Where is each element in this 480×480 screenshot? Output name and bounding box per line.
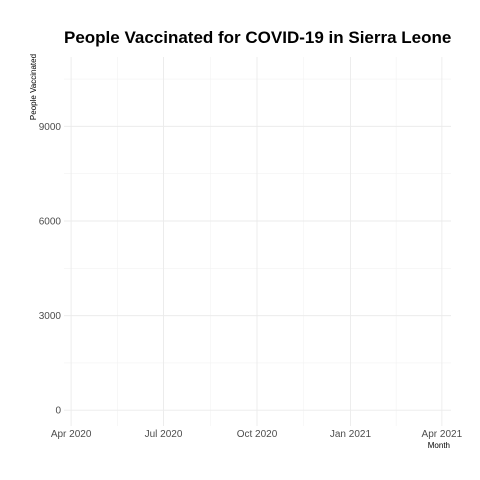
y-axis-label: People Vaccinated [29, 54, 38, 120]
chart-title: People Vaccinated for COVID-19 in Sierra… [64, 28, 451, 47]
tick-layer: Apr 2020 Jul 2020 Oct 2020 Jan 2021 Apr 2021… [39, 122, 463, 440]
y-tick-label: 3000 [39, 311, 62, 322]
y-tick-label: 6000 [39, 217, 62, 228]
x-tick-label: Jul 2020 [145, 429, 183, 440]
x-tick-label: Oct 2020 [237, 429, 278, 440]
grid-layer [64, 57, 451, 426]
x-tick-label: Apr 2020 [51, 429, 92, 440]
y-tick-label: 0 [55, 406, 61, 417]
x-tick-label: Apr 2021 [422, 429, 463, 440]
x-tick-label: Jan 2021 [330, 429, 372, 440]
x-axis-label: Month [428, 441, 450, 450]
y-tick-label: 9000 [39, 122, 62, 133]
